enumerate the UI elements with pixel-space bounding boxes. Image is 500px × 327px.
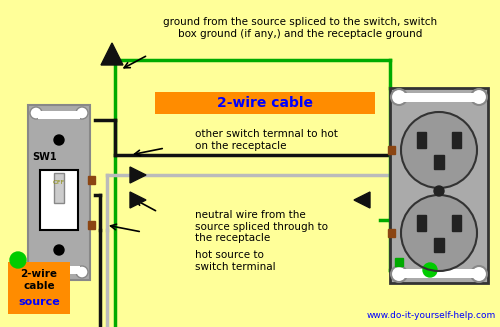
- Circle shape: [471, 266, 487, 282]
- Bar: [417, 215, 426, 231]
- Polygon shape: [354, 192, 370, 208]
- Text: 2-wire
cable: 2-wire cable: [20, 269, 58, 291]
- Circle shape: [423, 263, 437, 277]
- Bar: [88, 221, 95, 229]
- Bar: [8, 262, 70, 314]
- Circle shape: [54, 245, 64, 255]
- Bar: [390, 88, 488, 283]
- Circle shape: [391, 89, 407, 105]
- Circle shape: [30, 266, 42, 278]
- Bar: [38, 111, 80, 119]
- Circle shape: [471, 89, 487, 105]
- Text: SW1: SW1: [32, 152, 56, 162]
- Text: ground from the source spliced to the switch, switch
box ground (if any,) and th: ground from the source spliced to the sw…: [163, 17, 437, 39]
- Text: other switch termnal to hot
on the receptacle: other switch termnal to hot on the recep…: [195, 129, 338, 151]
- Bar: [417, 132, 426, 148]
- Bar: [28, 105, 90, 280]
- Bar: [54, 173, 64, 203]
- Polygon shape: [101, 43, 123, 65]
- Circle shape: [10, 252, 26, 268]
- Text: OFF: OFF: [53, 181, 65, 185]
- Circle shape: [76, 107, 88, 119]
- Circle shape: [54, 135, 64, 145]
- Circle shape: [434, 186, 444, 196]
- Bar: [40, 170, 78, 230]
- Circle shape: [76, 266, 88, 278]
- Bar: [434, 155, 444, 169]
- Polygon shape: [130, 167, 146, 183]
- Text: neutral wire from the
source spliced through to
the receptacle: neutral wire from the source spliced thr…: [195, 210, 328, 243]
- Bar: [452, 132, 461, 148]
- Circle shape: [401, 195, 477, 271]
- Text: 2-wire cable: 2-wire cable: [217, 96, 313, 110]
- Circle shape: [30, 107, 42, 119]
- Bar: [452, 215, 461, 231]
- Bar: [434, 238, 444, 252]
- Bar: [155, 92, 375, 114]
- Bar: [395, 258, 403, 266]
- Bar: [400, 269, 478, 278]
- Bar: [88, 176, 95, 184]
- Circle shape: [391, 266, 407, 282]
- Text: hot source to
switch terminal: hot source to switch terminal: [195, 250, 276, 272]
- Text: source: source: [18, 297, 60, 307]
- Text: www.do-it-yourself-help.com: www.do-it-yourself-help.com: [367, 311, 496, 320]
- Bar: [38, 266, 80, 274]
- Circle shape: [401, 112, 477, 188]
- Polygon shape: [130, 192, 146, 208]
- Bar: [388, 229, 395, 237]
- Bar: [388, 146, 395, 154]
- Bar: [400, 93, 478, 102]
